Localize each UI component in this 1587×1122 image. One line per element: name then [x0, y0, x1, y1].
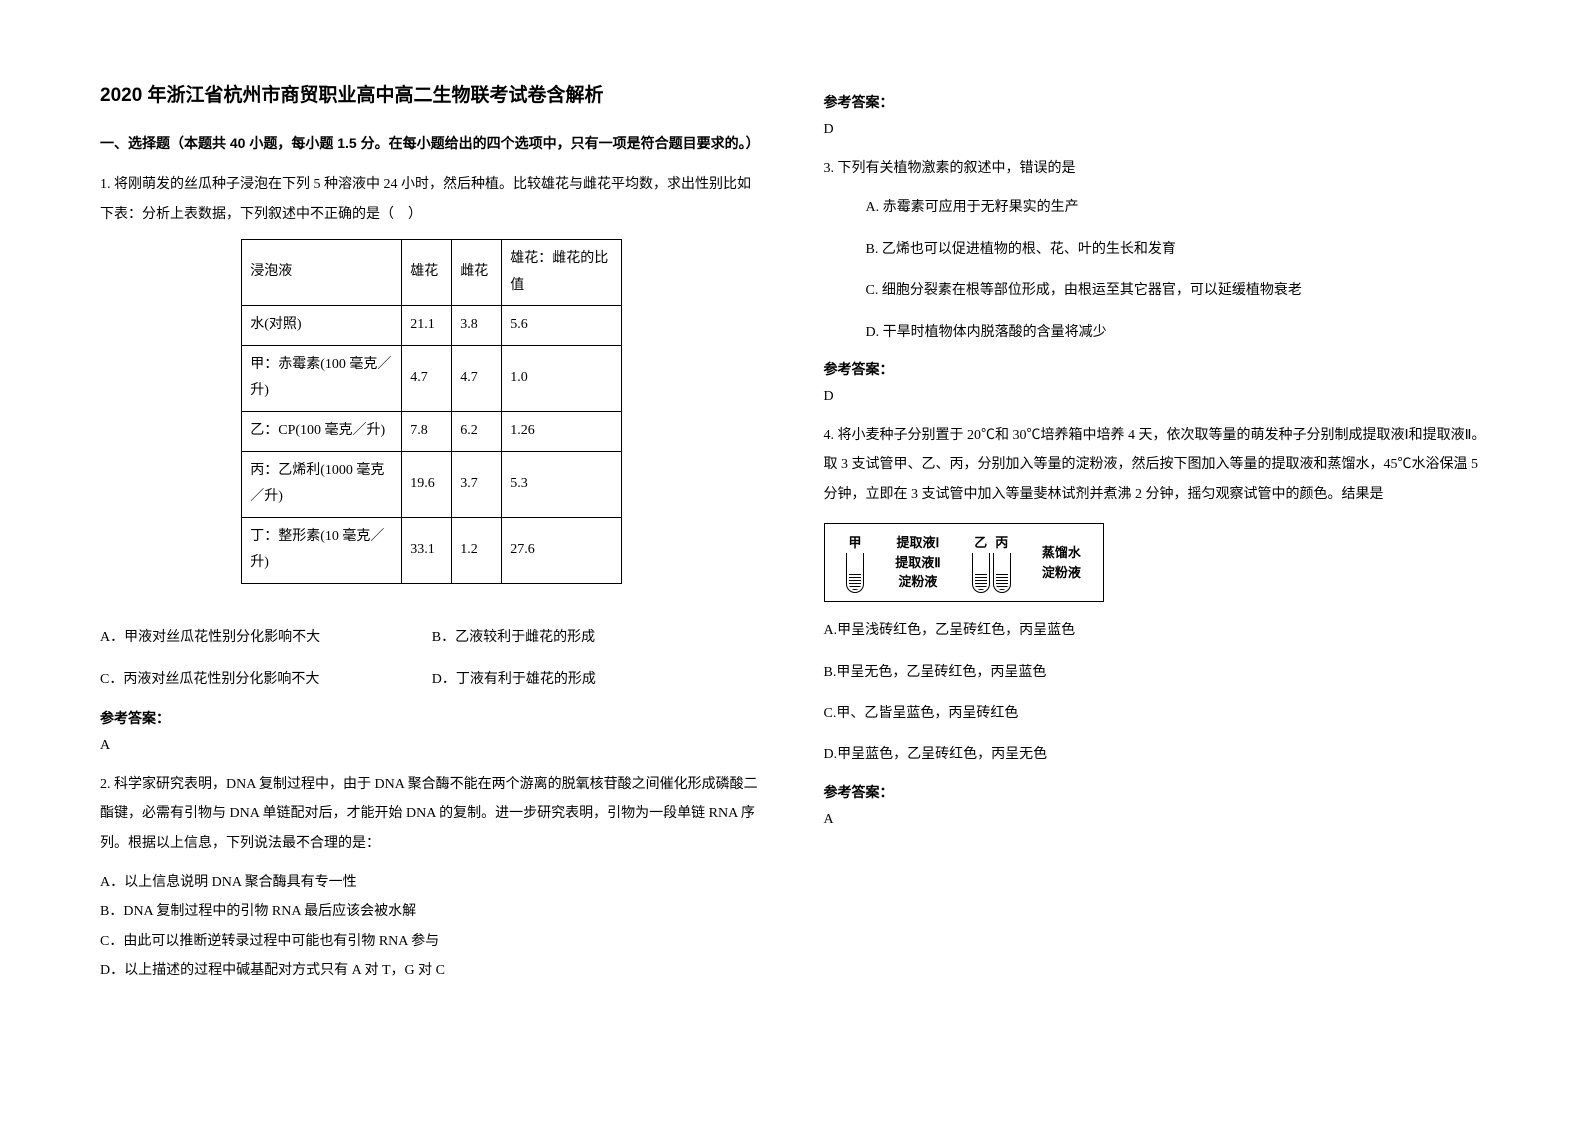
cell: 19.6 [402, 451, 452, 517]
mid-label-2: 提取液Ⅱ [895, 553, 940, 573]
q1-opt-c: C．丙液对丝瓜花性别分化影响不大 [100, 666, 432, 694]
cell: 丁：整形素(10 毫克／升) [242, 517, 402, 583]
tube-group-1: 甲 [846, 532, 864, 593]
q3-stem: 3. 下列有关植物激素的叙述中，错误的是 [824, 154, 1488, 183]
right-label-1: 蒸馏水 [1042, 543, 1081, 563]
q2-opt-b: B．DNA 复制过程中的引物 RNA 最后应该会被水解 [100, 897, 764, 926]
q2-ans-head: 参考答案： [824, 92, 1488, 112]
cell: 3.7 [452, 451, 502, 517]
cell: 3.8 [452, 306, 502, 346]
th: 雌花 [452, 239, 502, 305]
q4-opt-a: A.甲呈浅砖红色，乙呈砖红色，丙呈蓝色 [824, 616, 1488, 645]
test-tube-icon [846, 553, 864, 593]
table-row: 丙：乙烯利(1000 毫克／升) 19.6 3.7 5.3 [242, 451, 622, 517]
q4-ans-head: 参考答案： [824, 782, 1488, 802]
tube-label-2b: 丙 [993, 532, 1011, 551]
cell: 丙：乙烯利(1000 毫克／升) [242, 451, 402, 517]
q1-opts-row2: C．丙液对丝瓜花性别分化影响不大 D．丁液有利于雄花的形成 [100, 666, 764, 694]
q2-opt-c: C．由此可以推断逆转录过程中可能也有引物 RNA 参与 [100, 927, 764, 956]
cell: 4.7 [452, 345, 502, 411]
cell: 甲：赤霉素(100 毫克／升) [242, 345, 402, 411]
q3-options: A. 赤霉素可应用于无籽果实的生产 B. 乙烯也可以促进植物的根、花、叶的生长和… [824, 193, 1488, 347]
cell: 21.1 [402, 306, 452, 346]
q1-opts-row1: A．甲液对丝瓜花性别分化影响不大 B．乙液较利于雌花的形成 [100, 624, 764, 652]
q1-table: 浸泡液 雄花 雌花 雄花：雌花的比值 水(对照) 21.1 3.8 5.6 甲：… [241, 239, 622, 584]
table-row: 丁：整形素(10 毫克／升) 33.1 1.2 27.6 [242, 517, 622, 583]
q2-opt-d: D．以上描述的过程中碱基配对方式只有 A 对 T，G 对 C [100, 956, 764, 985]
test-tube-icon [972, 553, 990, 593]
q2-opt-a: A．以上信息说明 DNA 聚合酶具有专一性 [100, 868, 764, 897]
right-column: 参考答案： D 3. 下列有关植物激素的叙述中，错误的是 A. 赤霉素可应用于无… [824, 80, 1488, 1042]
tube-label-2a: 乙 [972, 532, 990, 551]
tube-label-1: 甲 [846, 532, 864, 551]
q3-ans: D [824, 389, 1488, 405]
table-row: 乙：CP(100 毫克／升) 7.8 6.2 1.26 [242, 411, 622, 451]
q1-ans-head: 参考答案： [100, 708, 764, 728]
cell: 5.6 [502, 306, 622, 346]
q3-opt-b: B. 乙烯也可以促进植物的根、花、叶的生长和发育 [866, 235, 1488, 264]
q3-ans-head: 参考答案： [824, 359, 1488, 379]
q4-opt-b: B.甲呈无色，乙呈砖红色，丙呈蓝色 [824, 658, 1488, 687]
cell: 乙：CP(100 毫克／升) [242, 411, 402, 451]
cell: 4.7 [402, 345, 452, 411]
cell: 33.1 [402, 517, 452, 583]
mid-label-1: 提取液Ⅰ [895, 533, 940, 553]
th: 雄花：雌花的比值 [502, 239, 622, 305]
left-column: 2020 年浙江省杭州市商贸职业高中高二生物联考试卷含解析 一、选择题（本题共 … [100, 80, 764, 1042]
cell: 5.3 [502, 451, 622, 517]
tube-group-2: 乙 丙 [972, 532, 1011, 593]
q1-stem: 1. 将刚萌发的丝瓜种子浸泡在下列 5 种溶液中 24 小时，然后种植。比较雄花… [100, 170, 764, 229]
q1-opt-b: B．乙液较利于雌花的形成 [432, 624, 764, 652]
right-label-2: 淀粉液 [1042, 563, 1081, 583]
q4-opt-d: D.甲呈蓝色，乙呈砖红色，丙呈无色 [824, 740, 1488, 769]
q4-ans: A [824, 812, 1488, 828]
table-row: 甲：赤霉素(100 毫克／升) 4.7 4.7 1.0 [242, 345, 622, 411]
q3-opt-a: A. 赤霉素可应用于无籽果实的生产 [866, 193, 1488, 222]
q3-opt-c: C. 细胞分裂素在根等部位形成，由根运至其它器官，可以延缓植物衰老 [866, 276, 1488, 305]
q4-figure: 甲 提取液Ⅰ 提取液Ⅱ 淀粉液 乙 丙 蒸馏水 淀粉液 [824, 523, 1104, 602]
cell: 水(对照) [242, 306, 402, 346]
cell: 1.26 [502, 411, 622, 451]
cell: 1.0 [502, 345, 622, 411]
cell: 27.6 [502, 517, 622, 583]
table-header-row: 浸泡液 雄花 雌花 雄花：雌花的比值 [242, 239, 622, 305]
cell: 7.8 [402, 411, 452, 451]
th: 雄花 [402, 239, 452, 305]
q4-stem: 4. 将小麦种子分别置于 20℃和 30℃培养箱中培养 4 天，依次取等量的萌发… [824, 421, 1488, 509]
q1-opt-d: D．丁液有利于雄花的形成 [432, 666, 764, 694]
q3-opt-d: D. 干旱时植物体内脱落酸的含量将减少 [866, 318, 1488, 347]
section-heading: 一、选择题（本题共 40 小题，每小题 1.5 分。在每小题给出的四个选项中，只… [100, 131, 764, 156]
cell: 1.2 [452, 517, 502, 583]
q2-stem: 2. 科学家研究表明，DNA 复制过程中，由于 DNA 聚合酶不能在两个游离的脱… [100, 770, 764, 858]
q4-opt-c: C.甲、乙皆呈蓝色，丙呈砖红色 [824, 699, 1488, 728]
q1-ans: A [100, 738, 764, 754]
mid-label-3: 淀粉液 [895, 572, 940, 592]
q2-ans: D [824, 122, 1488, 138]
page-title: 2020 年浙江省杭州市商贸职业高中高二生物联考试卷含解析 [100, 80, 764, 107]
test-tube-icon [993, 553, 1011, 593]
mid-labels: 提取液Ⅰ 提取液Ⅱ 淀粉液 [895, 533, 940, 592]
th: 浸泡液 [242, 239, 402, 305]
q1-opt-a: A．甲液对丝瓜花性别分化影响不大 [100, 624, 432, 652]
right-labels: 蒸馏水 淀粉液 [1042, 543, 1081, 582]
table-row: 水(对照) 21.1 3.8 5.6 [242, 306, 622, 346]
cell: 6.2 [452, 411, 502, 451]
